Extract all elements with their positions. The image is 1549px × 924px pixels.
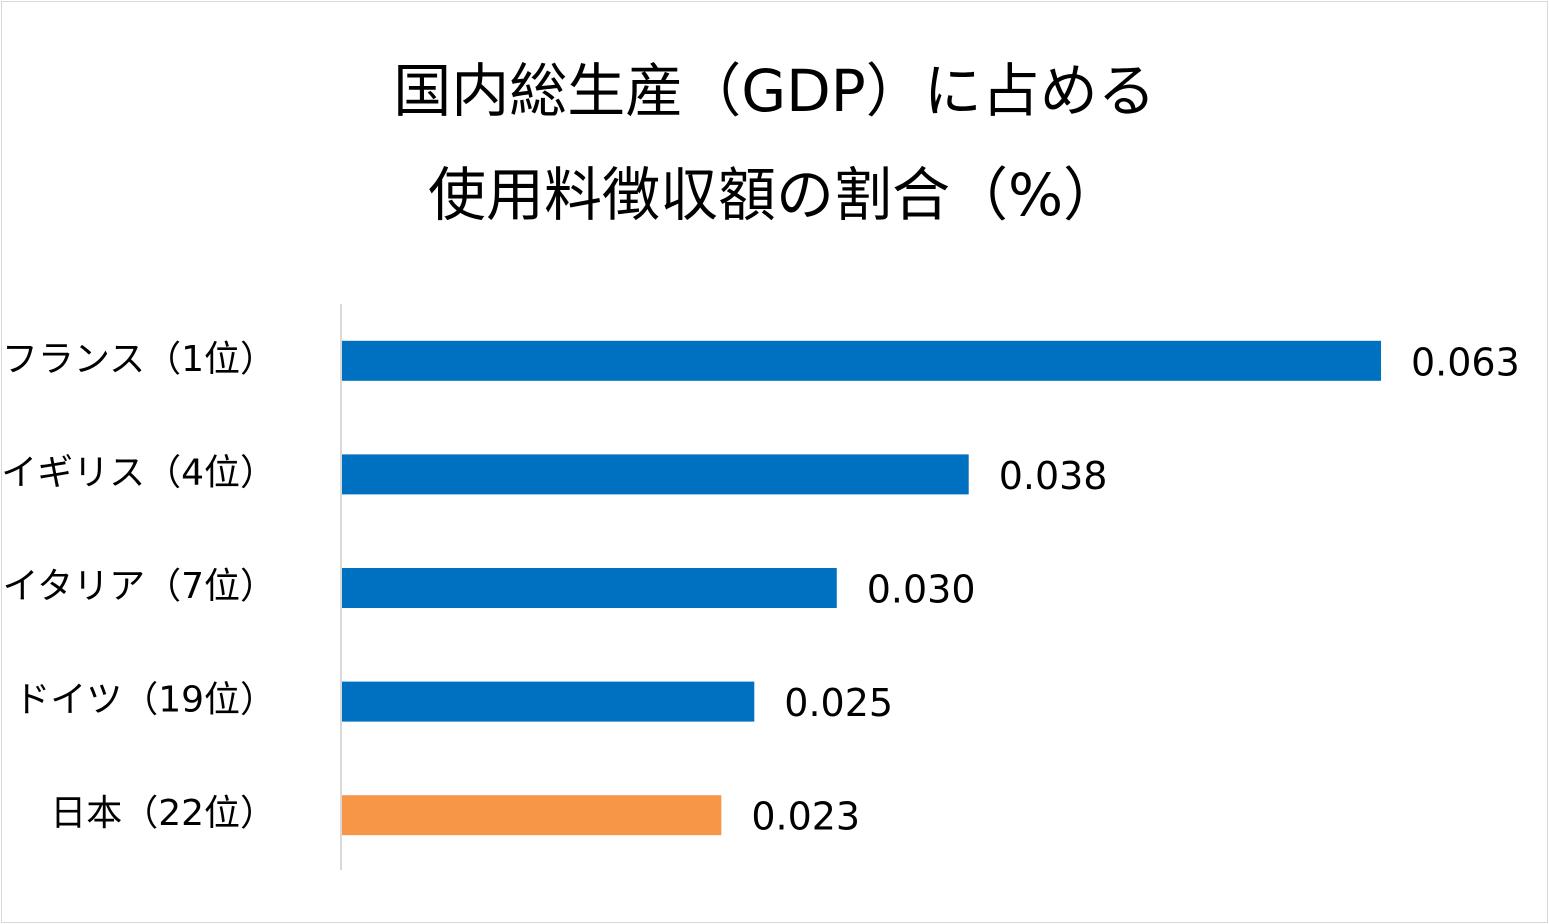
category-label-4: 日本（22位）: [50, 793, 276, 834]
bar-3: [342, 681, 755, 722]
value-labels-group: 0.063 0.038 0.030 0.025 0.023: [751, 340, 1519, 838]
category-labels-group: フランス（1位） イギリス（4位） イタリア（7位） ドイツ（19位） 日本（22位）: [1, 339, 276, 834]
bar-1: [342, 454, 969, 495]
value-label-4: 0.023: [751, 795, 860, 839]
value-label-2: 0.030: [867, 568, 976, 612]
category-label-1: イギリス（4位）: [1, 452, 276, 493]
bars-group: [342, 340, 1381, 836]
chart-title-line-1: 国内総生産（GDP）に占める: [393, 57, 1156, 125]
category-label-3: ドイツ（19位）: [14, 680, 276, 721]
bar-2: [342, 568, 837, 608]
bar-4: [342, 795, 722, 836]
value-label-3: 0.025: [784, 681, 893, 725]
category-label-0: フランス（1位）: [2, 339, 276, 380]
chart-title-line-2: 使用料徴収額の割合（%）: [427, 161, 1122, 229]
bar-0: [342, 340, 1381, 381]
value-label-1: 0.038: [999, 454, 1108, 498]
category-label-2: イタリア（7位）: [3, 566, 276, 607]
value-label-0: 0.063: [1411, 340, 1520, 384]
